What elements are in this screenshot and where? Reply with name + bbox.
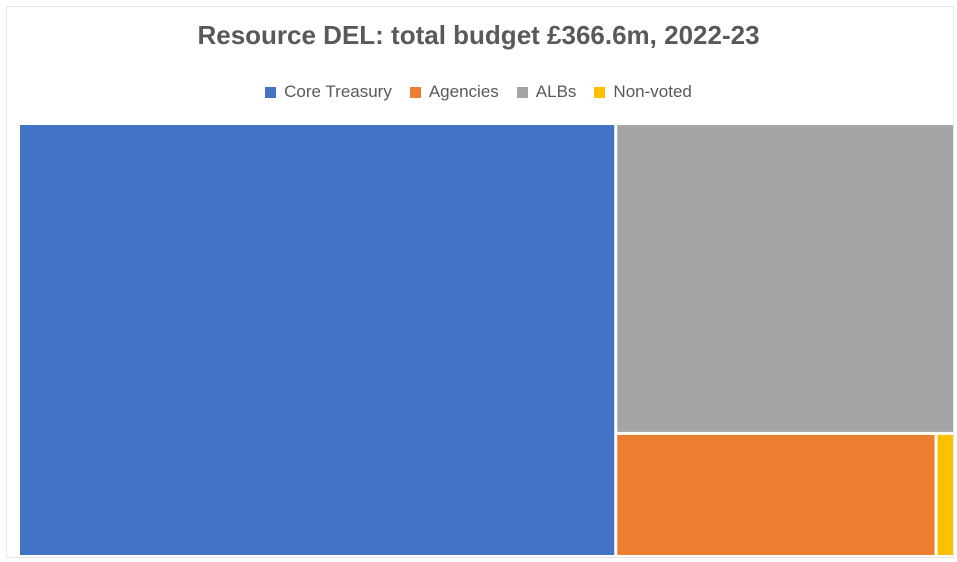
treemap-rect-agencies xyxy=(617,434,935,555)
legend: Core Treasury Agencies ALBs Non-voted xyxy=(0,80,957,104)
legend-item-albs: ALBs xyxy=(516,82,577,102)
legend-label-agencies: Agencies xyxy=(428,82,499,101)
legend-item-agencies: Agencies xyxy=(409,82,499,102)
treemap-rect-albs xyxy=(617,125,953,432)
legend-swatch-agencies xyxy=(409,86,421,98)
legend-swatch-albs xyxy=(516,86,528,98)
legend-label-core-treasury: Core Treasury xyxy=(284,82,392,101)
legend-item-core-treasury: Core Treasury xyxy=(265,82,392,102)
chart-title: Resource DEL: total budget £366.6m, 2022… xyxy=(197,20,760,50)
legend-swatch-non-voted xyxy=(594,86,606,98)
legend-swatch-core-treasury xyxy=(265,86,277,98)
treemap-rect-non-voted xyxy=(937,434,953,555)
legend-item-non-voted: Non-voted xyxy=(594,82,692,102)
legend-label-albs: ALBs xyxy=(535,82,577,101)
treemap-rect-core-treasury xyxy=(20,125,615,555)
legend-label-non-voted: Non-voted xyxy=(613,82,692,101)
